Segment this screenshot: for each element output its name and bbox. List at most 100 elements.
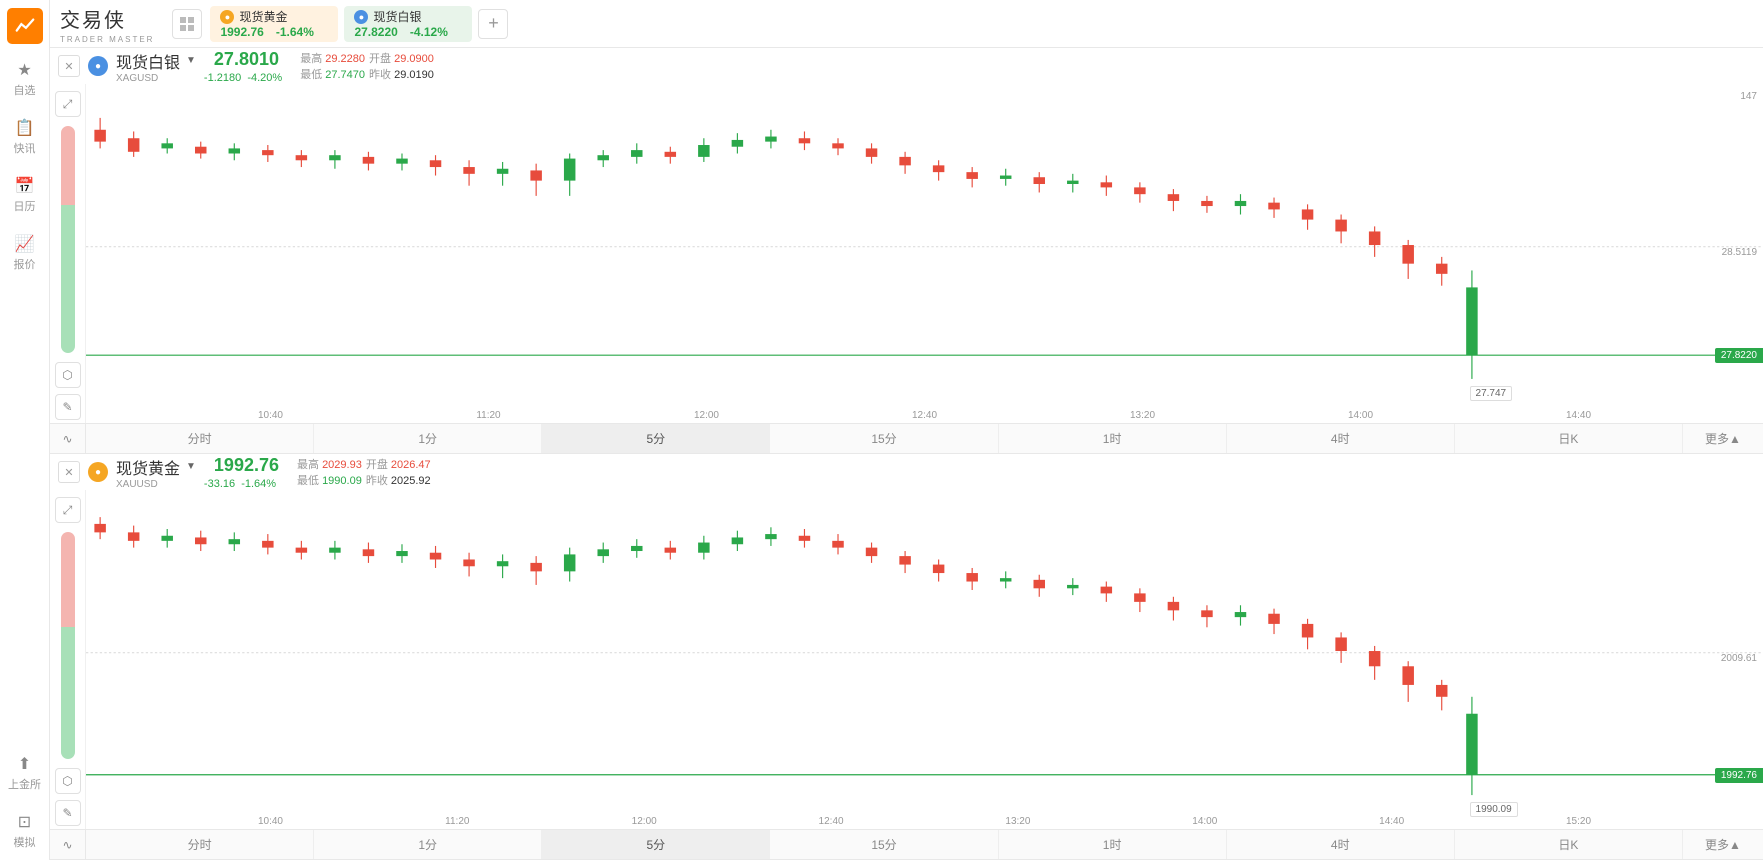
timeframe-日K[interactable]: 日K (1455, 830, 1683, 859)
expand-icon[interactable]: ⤢ (55, 91, 81, 117)
chevron-down-icon[interactable]: ▼ (186, 461, 196, 472)
low-label: 最低 (300, 69, 322, 81)
oscillator-button[interactable]: ∿ (50, 830, 86, 859)
symbol-code: XAUUSD (116, 479, 196, 490)
x-axis-label: 12:40 (912, 410, 937, 421)
candlestick-chart[interactable]: 2009.611992.761990.0910:4011:2012:0012:4… (86, 490, 1763, 829)
x-axis-label: 11:20 (476, 410, 500, 421)
ticker-name: 现货白银 (373, 8, 421, 25)
low-price-tag: 1990.09 (1470, 802, 1518, 817)
symbol-code: XAGUSD (116, 73, 196, 84)
x-axis-label: 14:00 (1348, 410, 1373, 421)
high-label: 最高 (297, 459, 319, 471)
timeframe-4时[interactable]: 4时 (1227, 424, 1455, 453)
sidebar-icon: 📋 (14, 118, 36, 138)
price-change: -1.2180 -4.20% (204, 72, 282, 84)
sidebar-icon: ⊡ (8, 812, 41, 832)
header-ticker-gold[interactable]: ●现货黄金 1992.76-1.64% (210, 6, 338, 42)
sidebar-label: 报价 (14, 259, 36, 271)
price-change: -33.16 -1.64% (204, 478, 279, 490)
timeframe-more[interactable]: 更多▲ (1683, 830, 1763, 859)
sidebar-icon: 📈 (14, 234, 36, 254)
left-sidebar: ★ 自选 📋 快讯 📅日历 📈 报价 ⬆上金所 ⊡ 模拟 (0, 0, 50, 860)
close-panel-button[interactable]: ✕ (58, 55, 80, 77)
gold-dot-icon: ● (88, 462, 108, 482)
timeframe-4时[interactable]: 4时 (1227, 830, 1455, 859)
x-axis-label: 13:20 (1130, 410, 1155, 421)
chevron-down-icon[interactable]: ▼ (186, 55, 196, 66)
timeframe-分时[interactable]: 分时 (86, 830, 314, 859)
last-price: 1992.76 (214, 455, 279, 476)
high-value: 2029.93 (322, 459, 362, 471)
draw-button[interactable]: ✎ (55, 800, 81, 826)
brand: 交易侠 TRADER MASTER (60, 4, 154, 44)
timeframe-15分[interactable]: 15分 (770, 830, 998, 859)
timeframe-1分[interactable]: 1分 (314, 830, 542, 859)
timeframe-日K[interactable]: 日K (1455, 424, 1683, 453)
sidebar-item-0[interactable]: ★ 自选 (14, 50, 36, 108)
x-axis-label: 12:40 (819, 816, 844, 827)
ticker-price: 27.8220 (354, 25, 397, 39)
prev-value: 2025.92 (391, 475, 431, 487)
chart-panel-XAGUSD: ✕ ● 现货白银 ▼ XAGUSD 27.8010 -1.2180 -4.20%… (50, 48, 1763, 454)
brand-sub: TRADER MASTER (60, 35, 154, 44)
sidebar-label: 快讯 (14, 143, 36, 155)
expand-icon[interactable]: ⤢ (55, 497, 81, 523)
y-axis-label: 2009.61 (1721, 653, 1757, 664)
sidebar-icon: ★ (14, 60, 36, 80)
timeframe-bar: ∿分时1分5分15分1时4时日K更多▲ (50, 423, 1763, 453)
gold-dot-icon: ● (220, 10, 234, 24)
ticker-change: -1.64% (276, 25, 314, 39)
symbol-title[interactable]: 现货黄金 (116, 455, 180, 479)
ticker-price: 1992.76 (220, 25, 263, 39)
sidebar-item-1[interactable]: 📋 快讯 (14, 108, 36, 166)
timeframe-more[interactable]: 更多▲ (1683, 424, 1763, 453)
current-price-tag: 27.8220 (1715, 348, 1763, 363)
sidebar-bottom-item-1[interactable]: ⊡ 模拟 (8, 802, 41, 860)
low-label: 最低 (297, 475, 319, 487)
silver-dot-icon: ● (354, 10, 368, 24)
indicator-button[interactable]: ⬡ (55, 768, 81, 794)
prev-value: 29.0190 (394, 69, 434, 81)
timeframe-5分[interactable]: 5分 (542, 424, 770, 453)
x-axis-label: 14:40 (1566, 410, 1591, 421)
timeframe-1分[interactable]: 1分 (314, 424, 542, 453)
sidebar-icon: ⬆ (8, 754, 41, 774)
x-axis-label: 14:40 (1379, 816, 1404, 827)
x-axis-label: 10:40 (258, 410, 283, 421)
low-price-tag: 27.747 (1470, 386, 1513, 401)
x-axis-label: 15:20 (1566, 816, 1591, 827)
open-label: 开盘 (366, 459, 388, 471)
sidebar-item-3[interactable]: 📈 报价 (14, 224, 36, 282)
sidebar-item-2[interactable]: 📅日历 (14, 166, 36, 224)
open-label: 开盘 (369, 53, 391, 65)
x-axis-label: 13:20 (1005, 816, 1030, 827)
grid-layout-button[interactable] (172, 9, 202, 39)
sidebar-bottom-item-0[interactable]: ⬆上金所 (8, 744, 41, 802)
oscillator-button[interactable]: ∿ (50, 424, 86, 453)
draw-button[interactable]: ✎ (55, 394, 81, 420)
sidebar-label: 自选 (14, 85, 36, 97)
candlestick-chart[interactable]: 14728.511927.822027.74710:4011:2012:0012… (86, 84, 1763, 423)
x-axis-label: 11:20 (445, 816, 469, 827)
x-axis-label: 12:00 (632, 816, 657, 827)
indicator-button[interactable]: ⬡ (55, 362, 81, 388)
sentiment-gauge (61, 532, 75, 759)
symbol-title[interactable]: 现货白银 (116, 49, 180, 73)
x-axis-label: 10:40 (258, 816, 283, 827)
sidebar-label: 模拟 (14, 837, 36, 849)
low-value: 27.7470 (325, 69, 365, 81)
header-ticker-silver[interactable]: ●现货白银 27.8220-4.12% (344, 6, 472, 42)
chart-panel-XAUUSD: ✕ ● 现货黄金 ▼ XAUUSD 1992.76 -33.16 -1.64% … (50, 454, 1763, 860)
add-ticker-button[interactable]: + (478, 9, 508, 39)
logo-icon (7, 8, 43, 44)
timeframe-5分[interactable]: 5分 (542, 830, 770, 859)
close-panel-button[interactable]: ✕ (58, 461, 80, 483)
brand-name: 交易侠 (60, 4, 154, 33)
sidebar-icon: 📅 (14, 176, 36, 196)
timeframe-1时[interactable]: 1时 (999, 830, 1227, 859)
timeframe-分时[interactable]: 分时 (86, 424, 314, 453)
timeframe-15分[interactable]: 15分 (770, 424, 998, 453)
timeframe-1时[interactable]: 1时 (999, 424, 1227, 453)
silver-dot-icon: ● (88, 56, 108, 76)
